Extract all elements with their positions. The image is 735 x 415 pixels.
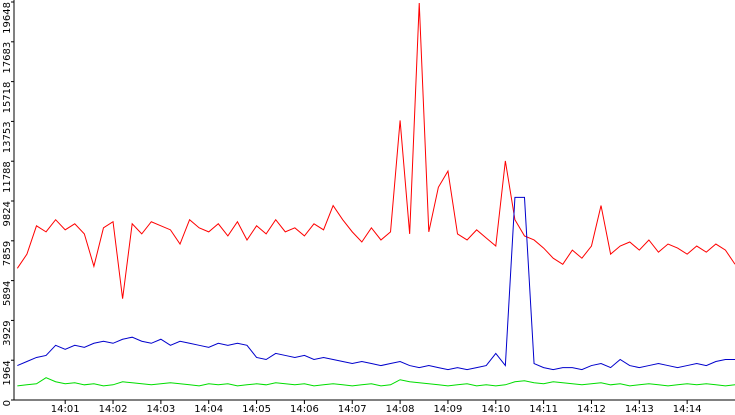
x-tick-label: 14:04 <box>194 404 223 415</box>
y-tick-label: 9824 <box>2 201 13 226</box>
y-tick-label: 0 <box>2 400 13 406</box>
x-tick-label: 14:08 <box>386 404 415 415</box>
x-tick-label: 14:01 <box>51 404 80 415</box>
x-tick-label: 14:10 <box>481 404 510 415</box>
series-line <box>16 2 735 299</box>
y-tick-label: 13753 <box>2 121 13 153</box>
y-tick-label: 3929 <box>2 320 13 345</box>
x-tick-label: 14:07 <box>338 404 367 415</box>
y-tick-label: 1964 <box>2 360 13 385</box>
x-tick-label: 14:12 <box>577 404 606 415</box>
x-tick-label: 14:02 <box>99 404 128 415</box>
y-tick-label: 15718 <box>2 82 13 114</box>
y-tick-label: 11788 <box>2 161 13 193</box>
x-tick-label: 14:06 <box>290 404 319 415</box>
x-tick-label: 14:09 <box>434 404 463 415</box>
series-line <box>17 196 735 371</box>
y-tick-label: 5894 <box>2 281 13 306</box>
x-tick-label: 14:05 <box>242 404 271 415</box>
y-tick-label: 7859 <box>2 241 13 266</box>
y-tick-label: 19648 <box>2 2 13 34</box>
x-tick-label: 14:14 <box>673 404 702 415</box>
y-tick-label: 17683 <box>2 42 13 74</box>
x-tick-label: 14:11 <box>529 404 558 415</box>
series-line <box>17 377 735 387</box>
x-tick-label: 14:03 <box>146 404 175 415</box>
x-tick-label: 14:13 <box>625 404 654 415</box>
